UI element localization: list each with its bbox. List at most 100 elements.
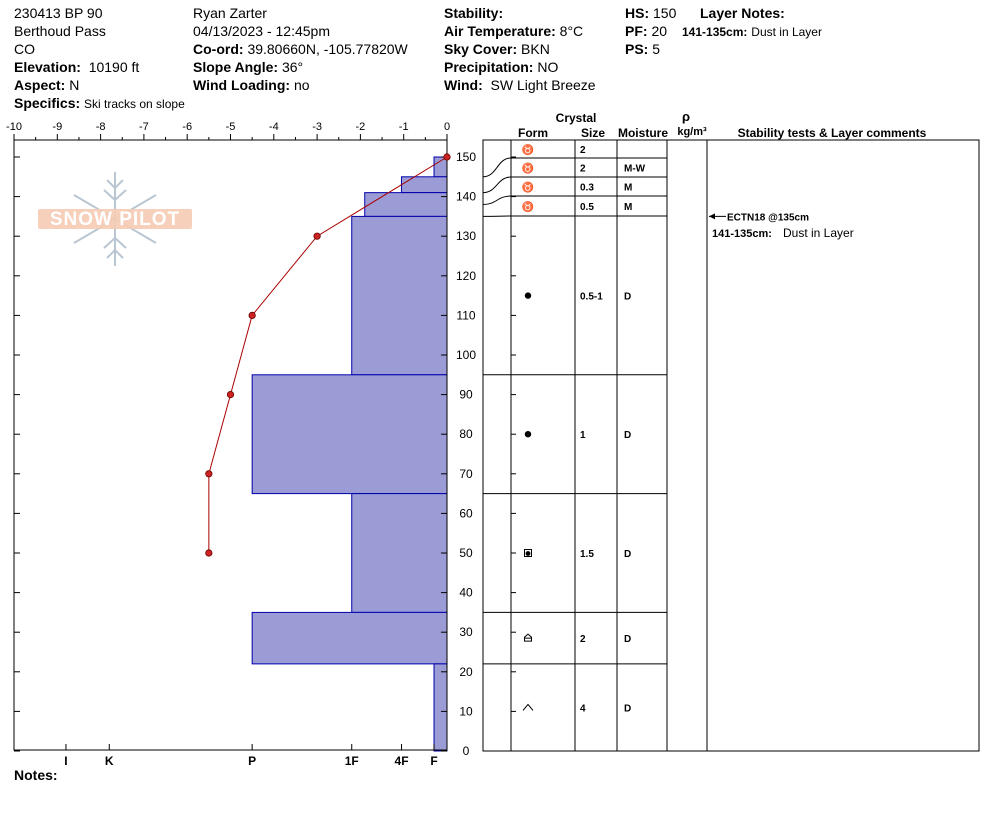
height-tick-label: 70 [459,467,473,481]
height-tick-label: 40 [459,586,473,600]
state: CO [14,41,35,57]
hardness-bar [433,663,448,752]
layer-moisture: D [624,292,631,303]
form-depth-hoar-icon [522,703,534,711]
table-frame [482,139,980,752]
form-decomposing-icon: ♉ [522,181,534,194]
snow-pilot-logo: SNOW PILOT [38,172,192,266]
sky-cover: Sky Cover: BKN [444,40,550,58]
hardness-tick-label: P [248,754,256,768]
height-tick-label: 130 [456,229,476,243]
temperature-tick-label: -8 [96,121,106,133]
layer-moisture: D [624,549,631,560]
layer-note-text: Dust in Layer [751,25,822,39]
hardness-tick-label: 1F [345,754,359,768]
layer-moisture: M [624,183,632,194]
slope-value: 36° [281,59,304,75]
slope-label: Slope Angle: [193,59,279,75]
height-tick-label: 30 [459,625,473,639]
layer-size: 0.5-1 [580,292,603,303]
layer-moisture: M-W [624,164,646,175]
aspect-value: N [69,77,80,93]
notes-label: Notes: [14,767,58,783]
layer-connector [482,157,512,178]
height-tick-label: 0 [463,744,470,758]
aspect-label: Aspect: [14,77,66,93]
layer-note-range: 141-135cm: [682,25,748,39]
height-tick-label: 60 [459,506,473,520]
height-tick-label: 10 [459,704,473,718]
hardness-bar [251,611,448,665]
temperature-tick-label: 0 [444,121,450,133]
pf-value: 20 [651,23,668,39]
stability-label: Stability: [444,5,504,21]
density-unit: kg/m³ [677,126,707,138]
temperature-point [248,311,256,319]
temperature-tick-label: -7 [139,121,149,133]
pf-label: PF: [625,23,648,39]
stability: Stability: [444,4,503,22]
notes: Notes: [14,766,58,784]
height-tick-label: 120 [456,269,476,283]
hardness-tick-label: F [430,754,437,768]
layer-notes-label: Layer Notes: [700,5,785,21]
hardness-bar [364,192,448,217]
height-tick-label: 150 [456,150,476,164]
hs-label: HS: [625,5,650,21]
height-tick-label: 50 [459,546,473,560]
hardness-bar [251,374,448,495]
comments-header: Stability tests & Layer comments [738,126,927,140]
height-tick-label: 100 [456,348,476,362]
air-temp-value: 8°C [559,23,584,39]
layer-size: 2 [580,164,586,175]
layer-moisture: D [624,634,631,645]
ps: PS: 5 [625,40,660,58]
layer-moisture: M [624,202,632,213]
wind-label: Wind: [444,77,483,93]
form-decomposing-icon: ♉ [522,162,534,175]
elevation-value: 10190 ft [88,59,140,75]
chart-axes: -10 -9 -8 -7 -6 -5 -4 -3 -2 -1 0010203040506070809… [6,121,476,768]
layer-size: 1 [580,430,586,441]
form-rounded-icon [524,292,532,299]
wind-value: SW Light Breeze [490,77,596,93]
layer-size: 0.5 [580,202,594,213]
hardness-bar [351,493,448,613]
temperature-tick-label: -4 [269,121,279,133]
layer-size: 0.3 [580,183,594,194]
moisture-header: Moisture [618,126,668,140]
wind-loading: Wind Loading: no [193,76,310,94]
precip-value: NO [537,59,559,75]
form-mixed-dot [525,551,531,556]
hardness-bar [351,215,448,376]
temperature-tick-label: -1 [399,121,409,133]
elevation: Elevation: 10190 ft [14,58,139,76]
pf: PF: 20 [625,22,667,40]
coordinates: Co-ord: 39.80660N, -105.77820W [193,40,408,58]
form-mixed-icon [524,549,532,557]
coord-value: 39.80660N, -105.77820W [247,41,408,57]
hardness-layers [251,156,448,752]
temperature-line [208,156,448,553]
temperature-point [313,232,321,240]
logo-banner [38,209,192,229]
form-faceted-icon [524,633,532,642]
temperature-tick-label: -3 [312,121,322,133]
temperature-tick-label: -10 [6,121,22,133]
temperature-tick-label: -2 [356,121,366,133]
coord-label: Co-ord: [193,41,244,57]
ps-value: 5 [652,41,661,57]
wind: Wind: SW Light Breeze [444,76,596,94]
temperature-point [205,549,213,557]
layer-size: 1.5 [580,549,594,560]
specifics-label: Specifics: [14,95,81,111]
layer-notes-heading: Layer Notes: [700,4,785,22]
air-temperature: Air Temperature: 8°C [444,22,583,40]
hardness-tick-label: I [64,754,67,768]
form-decomposing-icon: ♉ [522,143,534,156]
layer-size: 2 [580,634,586,645]
layer-table: Crystal Form Size Moisture ρ kg/m³ Stability t… [482,109,980,752]
comment-arrow-head [709,213,715,220]
aspect: Aspect: N [14,76,79,94]
